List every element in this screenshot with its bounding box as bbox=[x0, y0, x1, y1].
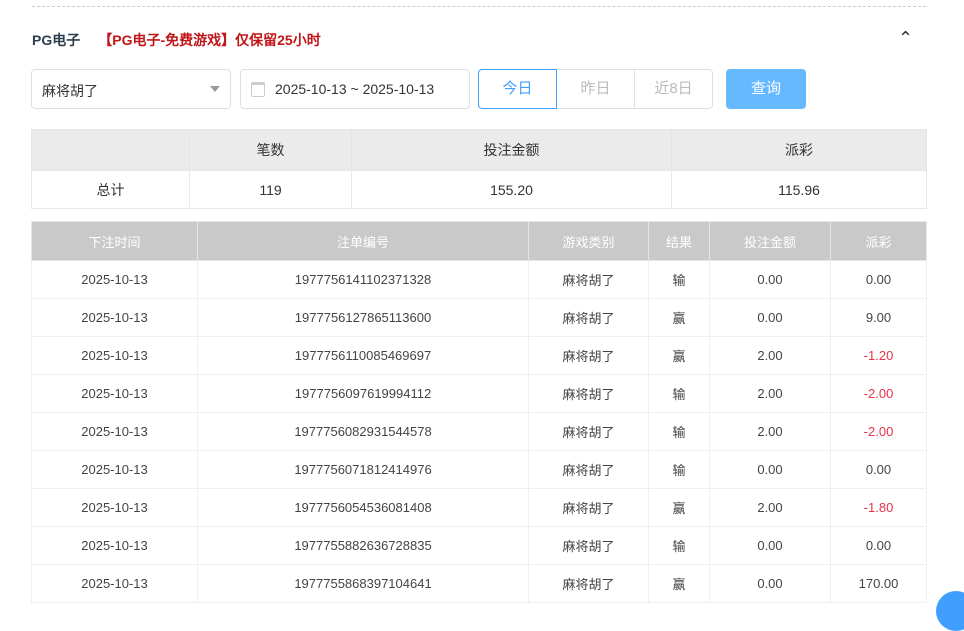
table-cell: 麻将胡了 bbox=[528, 488, 649, 527]
table-cell: 1977755868397104641 bbox=[197, 564, 529, 603]
table-cell: 输 bbox=[648, 526, 710, 565]
date-range-input[interactable]: 2025-10-13 ~ 2025-10-13 bbox=[240, 69, 470, 109]
table-cell: 麻将胡了 bbox=[528, 526, 649, 565]
table-cell: 0.00 bbox=[709, 564, 831, 603]
table-cell: 2025-10-13 bbox=[31, 526, 198, 565]
table-cell: 麻将胡了 bbox=[528, 298, 649, 337]
table-cell: 2025-10-13 bbox=[31, 336, 198, 375]
table-cell: 2.00 bbox=[709, 412, 831, 451]
floating-action-button[interactable] bbox=[936, 591, 964, 631]
table-cell: 麻将胡了 bbox=[528, 564, 649, 603]
table-cell: 麻将胡了 bbox=[528, 412, 649, 451]
table-row: 2025-10-13 1977756110085469697 麻将胡了赢 2.00 -1… bbox=[31, 336, 927, 375]
table-row: 2025-10-13 1977755868397104641 麻将胡了赢 0.00 17… bbox=[31, 564, 927, 603]
column-header: 游戏类别 bbox=[528, 221, 649, 261]
table-cell: 2025-10-13 bbox=[31, 450, 198, 489]
column-header: 注单编号 bbox=[197, 221, 529, 261]
date-range-value: 2025-10-13 ~ 2025-10-13 bbox=[275, 81, 435, 97]
table-row: 2025-10-13 1977756127865113600 麻将胡了赢 0.00 9.… bbox=[31, 298, 927, 337]
table-cell: 赢 bbox=[648, 488, 710, 527]
column-header: 投注金额 bbox=[709, 221, 831, 261]
table-cell: -1.80 bbox=[830, 488, 927, 527]
table-cell: 1977756071812414976 bbox=[197, 450, 529, 489]
table-cell: 输 bbox=[648, 374, 710, 413]
table-cell: 0.00 bbox=[830, 526, 927, 565]
table-cell: 1977756054536081408 bbox=[197, 488, 529, 527]
table-cell: 麻将胡了 bbox=[528, 450, 649, 489]
caret-down-icon bbox=[210, 86, 220, 92]
calendar-icon bbox=[251, 82, 265, 97]
table-cell: 1977756082931544578 bbox=[197, 412, 529, 451]
summary-header: 派彩 bbox=[671, 129, 927, 171]
table-cell: 2025-10-13 bbox=[31, 564, 198, 603]
table-cell: 赢 bbox=[648, 298, 710, 337]
table-cell: 0.00 bbox=[830, 450, 927, 489]
table-cell: 麻将胡了 bbox=[528, 374, 649, 413]
chevron-up-icon[interactable]: ⌃ bbox=[898, 28, 914, 48]
range-yesterday-button[interactable]: 昨日 bbox=[556, 69, 635, 109]
table-cell: 170.00 bbox=[830, 564, 927, 603]
table-cell: 1977756127865113600 bbox=[197, 298, 529, 337]
summary-table: 笔数 投注金额 派彩 总计 119 155.20 115.96 bbox=[31, 129, 927, 209]
table-cell: 0.00 bbox=[830, 260, 927, 299]
table-row: 2025-10-13 1977756082931544578 麻将胡了输 2.00 -2… bbox=[31, 412, 927, 451]
table-cell: 赢 bbox=[648, 336, 710, 375]
table-cell: 1977756110085469697 bbox=[197, 336, 529, 375]
column-header: 派彩 bbox=[830, 221, 927, 261]
table-cell: 2025-10-13 bbox=[31, 260, 198, 299]
table-cell: 2.00 bbox=[709, 374, 831, 413]
table-cell: 麻将胡了 bbox=[528, 336, 649, 375]
summary-header: 投注金额 bbox=[351, 129, 672, 171]
table-cell: 0.00 bbox=[709, 526, 831, 565]
summary-cell: 155.20 bbox=[351, 170, 672, 209]
table-cell: 2025-10-13 bbox=[31, 374, 198, 413]
table-cell: 1977755882636728835 bbox=[197, 526, 529, 565]
table-cell: 2.00 bbox=[709, 336, 831, 375]
table-cell: 0.00 bbox=[709, 260, 831, 299]
table-cell: 1977756097619994112 bbox=[197, 374, 529, 413]
table-cell: 1977756141102371328 bbox=[197, 260, 529, 299]
range-buttons: 今日 昨日 近8日 bbox=[478, 69, 713, 109]
table-cell: -2.00 bbox=[830, 412, 927, 451]
table-row: 2025-10-13 1977756054536081408 麻将胡了赢 2.00 -1… bbox=[31, 488, 927, 527]
table-cell: 2025-10-13 bbox=[31, 488, 198, 527]
range-8days-button[interactable]: 近8日 bbox=[634, 69, 713, 109]
range-today-button[interactable]: 今日 bbox=[478, 69, 557, 109]
column-header: 下注时间 bbox=[31, 221, 198, 261]
summary-cell: 115.96 bbox=[671, 170, 927, 209]
section-title: PG电子 bbox=[32, 32, 81, 48]
table-cell: 9.00 bbox=[830, 298, 927, 337]
table-cell: 0.00 bbox=[709, 450, 831, 489]
summary-cell: 总计 bbox=[31, 170, 190, 209]
bet-details-table: 下注时间 注单编号 游戏类别 结果 投注金额 派彩 2025-10-13 197775614… bbox=[31, 221, 927, 603]
table-cell: -2.00 bbox=[830, 374, 927, 413]
table-cell: 麻将胡了 bbox=[528, 260, 649, 299]
table-cell: -1.20 bbox=[830, 336, 927, 375]
summary-cell: 119 bbox=[189, 170, 352, 209]
table-cell: 赢 bbox=[648, 564, 710, 603]
game-select[interactable]: 麻将胡了 bbox=[31, 69, 231, 109]
divider bbox=[32, 6, 926, 7]
table-row: 2025-10-13 1977756141102371328 麻将胡了输 0.00 0.… bbox=[31, 260, 927, 299]
table-cell: 2025-10-13 bbox=[31, 298, 198, 337]
table-cell: 输 bbox=[648, 450, 710, 489]
table-cell: 0.00 bbox=[709, 298, 831, 337]
table-row: 2025-10-13 1977756097619994112 麻将胡了输 2.00 -2… bbox=[31, 374, 927, 413]
section-header: PG电子 【PG电子-免费游戏】仅保留25小时 bbox=[32, 30, 321, 50]
table-cell: 输 bbox=[648, 412, 710, 451]
table-cell: 2.00 bbox=[709, 488, 831, 527]
table-row: 2025-10-13 1977756071812414976 麻将胡了输 0.00 0.… bbox=[31, 450, 927, 489]
table-cell: 2025-10-13 bbox=[31, 412, 198, 451]
summary-header: 笔数 bbox=[189, 129, 352, 171]
table-cell: 输 bbox=[648, 260, 710, 299]
summary-header bbox=[31, 129, 190, 171]
table-row: 2025-10-13 1977755882636728835 麻将胡了输 0.00 0.… bbox=[31, 526, 927, 565]
column-header: 结果 bbox=[648, 221, 710, 261]
game-select-value: 麻将胡了 bbox=[42, 83, 98, 99]
query-button[interactable]: 查询 bbox=[726, 69, 806, 109]
notice-text: 【PG电子-免费游戏】仅保留25小时 bbox=[98, 32, 321, 48]
